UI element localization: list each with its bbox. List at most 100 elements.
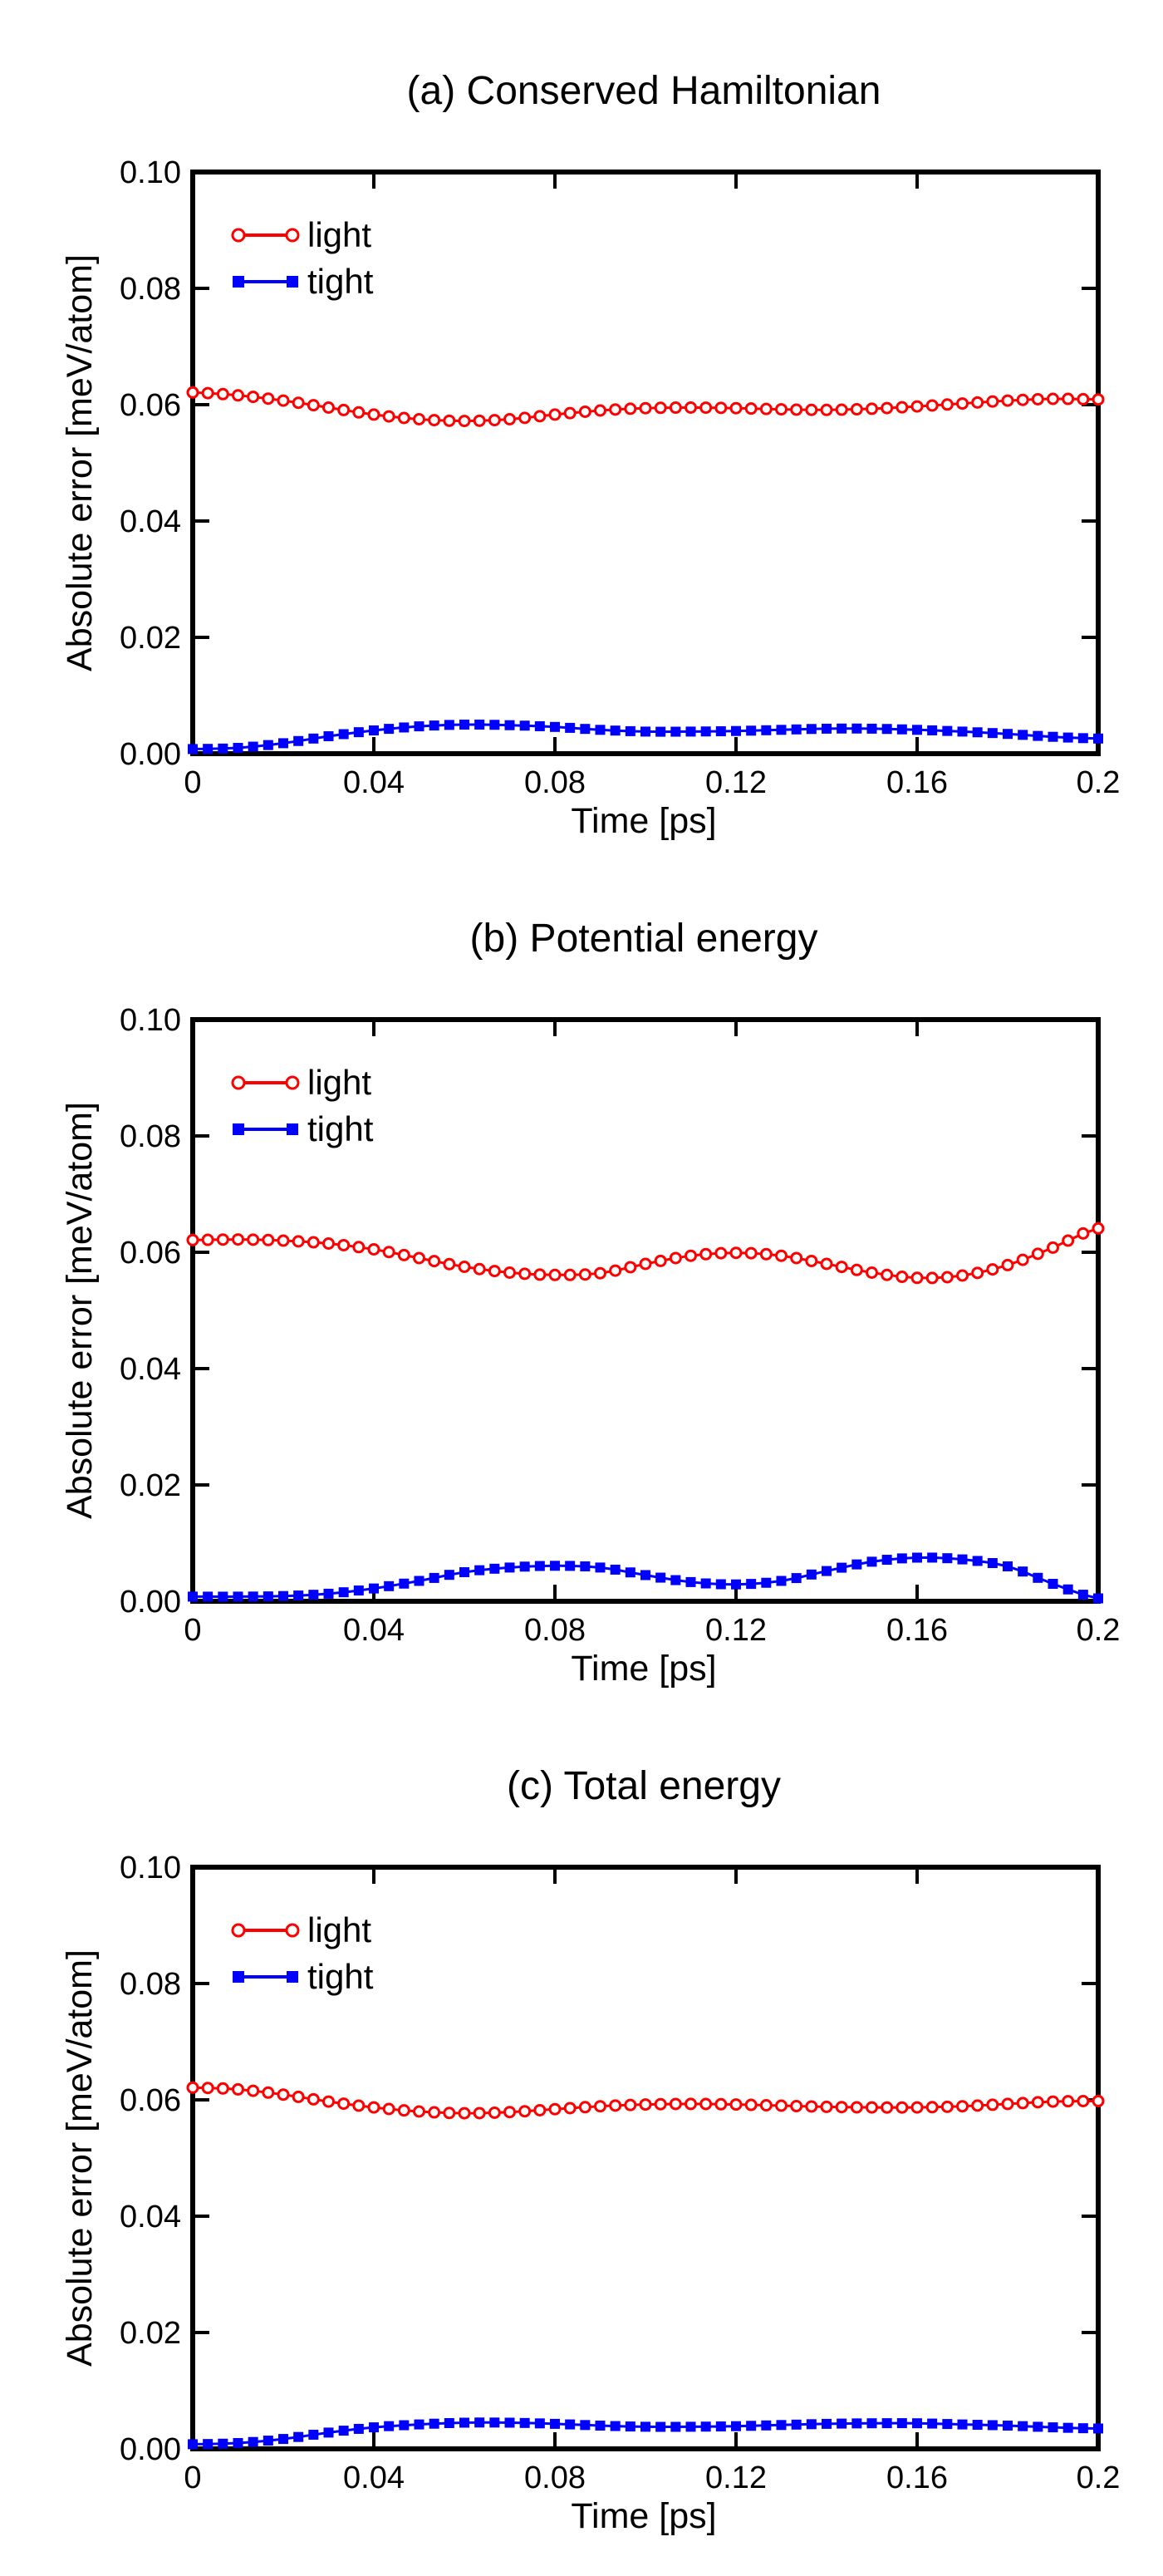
data-point (654, 401, 667, 415)
data-point (413, 1251, 425, 1265)
data-point (262, 2086, 275, 2099)
data-point (338, 2426, 349, 2436)
data-point (866, 402, 878, 415)
data-point (670, 2421, 681, 2432)
data-point (624, 402, 637, 415)
x-tick-label: 0 (184, 1613, 201, 1648)
data-point (519, 2417, 530, 2428)
data-point (835, 403, 848, 416)
chart-panel-3: (c) Total energy 0.00 0.02 0.04 0.06 0.08 0.10… (60, 1764, 1120, 2536)
data-point (382, 1246, 395, 1259)
data-point (912, 2418, 922, 2429)
data-point (533, 1268, 547, 1281)
data-point (218, 743, 228, 754)
data-point (550, 2418, 560, 2429)
data-point (533, 2103, 547, 2116)
data-point (248, 1591, 258, 1602)
data-point (775, 2099, 788, 2112)
data-point (746, 1579, 757, 1590)
data-point (715, 2421, 726, 2432)
data-point (700, 726, 711, 737)
data-point (881, 1555, 892, 1566)
data-point (578, 2101, 591, 2114)
data-point (352, 406, 366, 419)
data-point (233, 1591, 243, 1602)
data-point (820, 1257, 833, 1271)
data-point (624, 2098, 637, 2111)
legend-marker-tight (233, 276, 244, 288)
data-point (1092, 2094, 1105, 2107)
data-point (292, 2090, 305, 2103)
data-point (232, 1233, 244, 1246)
data-point (504, 1562, 515, 1573)
legend-marker-light (231, 228, 246, 243)
data-point (384, 724, 395, 735)
data-point (488, 414, 501, 427)
data-point (744, 1246, 758, 1260)
data-point (896, 724, 907, 735)
data-point (594, 2100, 606, 2113)
data-point (699, 2097, 713, 2111)
data-point (806, 724, 817, 735)
x-tick-label: 0.04 (343, 1613, 405, 1648)
legend-marker-light (285, 228, 300, 243)
data-point (233, 743, 243, 753)
data-point (639, 401, 652, 415)
data-point (322, 2095, 335, 2108)
data-point (473, 414, 486, 427)
data-point (308, 2429, 319, 2440)
data-point (776, 1576, 787, 1586)
data-point (640, 726, 650, 737)
data-point (323, 2427, 334, 2438)
data-point (459, 2417, 469, 2428)
data-point (580, 1561, 591, 1572)
y-tick-label: 0.00 (120, 737, 181, 772)
y-axis-label: Absolute error [meV/atom] (60, 1949, 100, 2367)
data-point (927, 2418, 938, 2429)
data-point (986, 395, 999, 408)
legend-marker-tight (233, 1971, 244, 1983)
data-point (578, 1268, 591, 1281)
data-point (1031, 2096, 1044, 2109)
data-point (729, 401, 743, 415)
data-point (533, 410, 547, 423)
data-point (942, 2419, 953, 2430)
data-point (489, 2417, 500, 2428)
y-tick-label: 0.02 (120, 621, 181, 656)
data-point (278, 2434, 288, 2445)
series-tight (188, 1552, 1103, 1604)
data-point (263, 2436, 273, 2446)
data-point (1092, 1222, 1105, 1235)
data-point (1062, 392, 1075, 406)
data-point (1077, 2423, 1088, 2434)
data-point (609, 403, 622, 416)
data-point (459, 720, 469, 730)
x-tick-label: 0.16 (886, 2460, 948, 2495)
y-tick-label: 0.06 (120, 388, 181, 423)
data-point (714, 1246, 728, 1260)
y-axis-label: Absolute error [meV/atom] (60, 1102, 100, 1519)
x-tick-label: 0.2 (1077, 765, 1121, 800)
x-tick-label: 0.12 (705, 765, 767, 800)
data-point (896, 1271, 909, 1284)
data-point (338, 729, 349, 740)
data-point (382, 410, 395, 423)
data-point (322, 1237, 335, 1250)
data-point (473, 2107, 486, 2120)
data-point (791, 2419, 802, 2430)
data-point (655, 726, 666, 737)
data-point (971, 2099, 984, 2112)
data-point (866, 2418, 877, 2429)
data-point (610, 1564, 621, 1575)
data-point (761, 2420, 772, 2431)
data-point (201, 1233, 214, 1246)
data-point (414, 721, 424, 732)
x-tick-label: 0.12 (705, 1613, 767, 1648)
data-point (866, 1556, 877, 1567)
legend-marker-light (285, 1075, 300, 1090)
data-point (293, 2431, 304, 2442)
data-point (216, 387, 229, 401)
data-point (685, 2421, 696, 2432)
data-point (293, 735, 304, 746)
data-point (685, 401, 697, 414)
